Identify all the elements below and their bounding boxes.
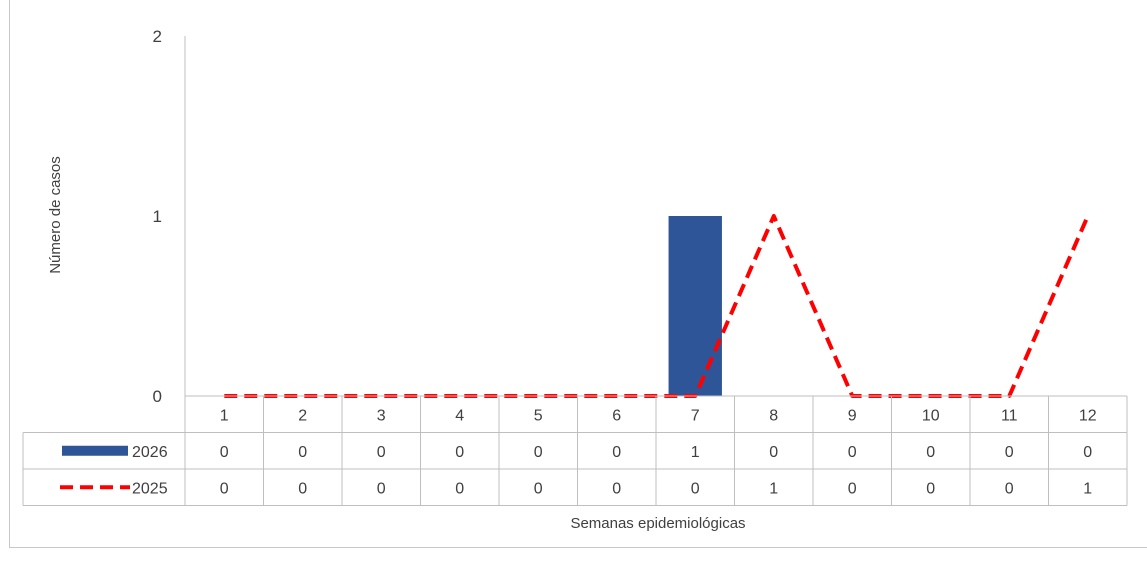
table-cell-2026: 0 [220,444,229,461]
x-tick-label: 1 [220,407,229,424]
y-tick-label: 1 [153,207,162,226]
x-axis-label: Semanas epidemiológicas [570,515,745,532]
x-tick-label: 11 [1001,407,1018,424]
x-tick-label: 12 [1079,407,1097,424]
table-cell-2025: 1 [769,480,778,497]
x-tick-label: 4 [455,407,464,424]
table-cell-2025: 0 [1005,480,1014,497]
table-cell-2025: 1 [1083,480,1092,497]
table-cell-2025: 0 [926,480,935,497]
table-cell-2025: 0 [220,480,229,497]
table-cell-2025: 0 [298,480,307,497]
table-cell-2026: 1 [691,444,700,461]
table-cell-2025: 0 [691,480,700,497]
plot-area: 0 1 2 [153,27,1090,406]
x-tick-label: 7 [691,407,700,424]
x-tick-label: 5 [534,407,543,424]
x-tick-label: 6 [612,407,621,424]
x-tick-label: 3 [377,407,386,424]
table-cell-2025: 0 [848,480,857,497]
legend-label-2026: 2026 [132,444,168,461]
table-cell-2026: 0 [455,444,464,461]
table-cell-2026: 0 [848,444,857,461]
bar-2026-week-7 [668,216,722,396]
table-cell-2025: 0 [377,480,386,497]
table-cell-2026: 0 [769,444,778,461]
table-cell-2026: 0 [612,444,621,461]
x-tick-label: 10 [922,407,940,424]
y-axis-label: Número de casos [47,156,64,274]
y-tick-label: 2 [153,27,162,46]
x-tick-label: 8 [769,407,778,424]
table-cell-2026: 0 [534,444,543,461]
table-cell-2026: 0 [1083,444,1092,461]
table-cell-2025: 0 [534,480,543,497]
table-cell-2026: 0 [298,444,307,461]
x-tick-label: 9 [848,407,857,424]
table-cell-2026: 0 [1005,444,1014,461]
table-cell-2026: 0 [377,444,386,461]
legend-label-2025: 2025 [132,480,168,497]
legend-key-2026 [62,445,128,456]
table-cell-2026: 0 [926,444,935,461]
x-tick-label: 2 [298,407,307,424]
y-tick-label: 0 [153,387,162,406]
table-cell-2025: 0 [455,480,464,497]
table-cell-2025: 0 [612,480,621,497]
line-series-2025 [224,214,1090,398]
